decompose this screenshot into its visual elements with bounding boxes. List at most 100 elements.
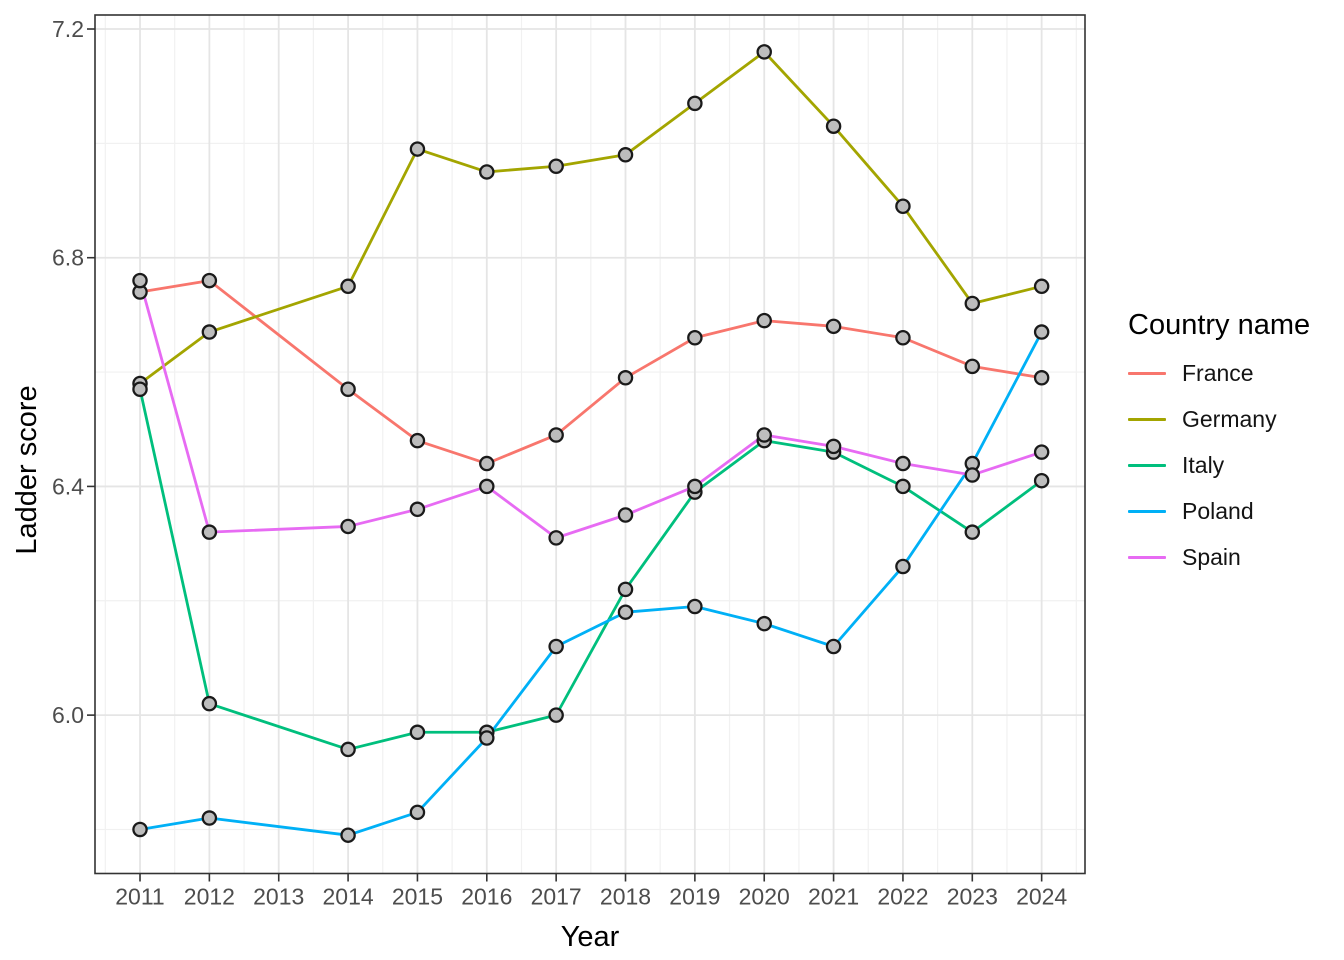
y-axis-title: Ladder score: [11, 385, 43, 555]
svg-text:2023: 2023: [947, 884, 998, 910]
svg-text:2012: 2012: [184, 884, 235, 910]
point-france-2024: [1033, 370, 1050, 386]
legend-key-line-spain: [1128, 555, 1166, 559]
legend-key-line-italy: [1128, 463, 1166, 467]
point-poland-2015: [409, 804, 426, 821]
x-axis-title: Year: [560, 921, 620, 953]
svg-text:2019: 2019: [669, 884, 720, 910]
point-germany-2019: [687, 95, 703, 112]
svg-text:2020: 2020: [739, 884, 790, 910]
point-poland-2017: [548, 638, 564, 655]
series-points-france: [132, 272, 1050, 472]
svg-text:6.8: 6.8: [52, 245, 84, 271]
point-italy-2024: [1033, 472, 1050, 489]
legend-entry-poland: Poland: [1128, 488, 1338, 534]
point-poland-2014: [340, 827, 356, 843]
point-spain-2015: [409, 501, 426, 518]
grid-major: [95, 15, 1085, 874]
point-italy-2022: [895, 478, 911, 495]
point-france-2018: [617, 370, 634, 386]
point-poland-2021: [825, 638, 842, 655]
point-italy-2023: [964, 524, 981, 540]
svg-text:2015: 2015: [392, 884, 443, 910]
legend: Country name France Germany Italy Poland Spa…: [1128, 310, 1338, 580]
grid-minor: [95, 15, 1085, 874]
point-france-2015: [409, 432, 426, 449]
point-spain-2022: [895, 455, 911, 472]
svg-text:2022: 2022: [877, 884, 928, 910]
point-spain-2011: [132, 272, 148, 289]
series-points-poland: [132, 324, 1050, 843]
point-germany-2024: [1033, 278, 1050, 295]
legend-key-line-poland: [1128, 509, 1166, 513]
svg-text:2016: 2016: [461, 884, 512, 910]
point-france-2017: [548, 427, 564, 443]
point-poland-2016: [479, 730, 495, 746]
point-spain-2017: [548, 530, 564, 546]
legend-label: Poland: [1182, 497, 1254, 524]
point-germany-2012: [201, 324, 218, 340]
point-france-2014: [340, 381, 356, 397]
point-poland-2024: [1033, 324, 1050, 340]
point-poland-2011: [132, 821, 148, 838]
point-poland-2020: [756, 615, 772, 632]
axis-ticks: [87, 28, 1043, 882]
point-france-2021: [825, 318, 842, 335]
svg-text:2011: 2011: [115, 884, 164, 910]
legend-entry-germany: Germany: [1128, 396, 1338, 442]
svg-text:2018: 2018: [600, 884, 651, 910]
svg-text:2013: 2013: [253, 884, 304, 910]
point-germany-2020: [756, 44, 772, 60]
plot-panel: [95, 15, 1085, 874]
legend-title: Country name: [1128, 309, 1311, 341]
point-france-2019: [687, 330, 703, 346]
point-germany-2021: [825, 118, 842, 134]
point-germany-2015: [409, 141, 426, 157]
point-germany-2023: [964, 295, 981, 312]
y-tick-labels: 6.0 6.4 6.8 7.2: [52, 16, 84, 728]
point-germany-2016: [479, 164, 495, 180]
point-france-2023: [964, 358, 981, 375]
point-poland-2018: [617, 604, 634, 620]
point-italy-2017: [548, 707, 564, 723]
legend-label: Italy: [1182, 451, 1225, 478]
point-germany-2014: [340, 278, 356, 295]
svg-text:2021: 2021: [808, 884, 859, 910]
legend-label: Germany: [1182, 405, 1277, 432]
legend-label: Spain: [1182, 543, 1241, 570]
point-italy-2014: [340, 741, 356, 758]
svg-text:2017: 2017: [531, 884, 582, 910]
point-spain-2016: [479, 478, 495, 495]
point-france-2012: [201, 272, 218, 289]
svg-text:6.4: 6.4: [52, 473, 84, 499]
point-spain-2023: [964, 467, 981, 483]
point-germany-2018: [617, 147, 634, 163]
legend-key-line-germany: [1128, 417, 1166, 421]
point-spain-2018: [617, 507, 634, 523]
point-spain-2021: [825, 438, 842, 455]
point-spain-2012: [201, 524, 218, 540]
legend-entries: France Germany Italy Poland Spain: [1128, 350, 1338, 580]
point-spain-2014: [340, 518, 356, 535]
point-spain-2020: [756, 427, 772, 443]
point-italy-2015: [409, 724, 426, 741]
legend-key-line-france: [1128, 371, 1166, 375]
svg-text:6.0: 6.0: [52, 702, 84, 728]
x-tick-labels: 2011 2012 2013 2014 2015 2016 2017 2018 2019 2020…: [115, 884, 1067, 910]
point-spain-2024: [1033, 444, 1050, 460]
legend-entry-france: France: [1128, 350, 1338, 396]
point-poland-2019: [687, 598, 703, 615]
point-spain-2019: [687, 478, 703, 495]
point-germany-2017: [548, 158, 564, 174]
point-france-2016: [479, 455, 495, 472]
point-poland-2012: [201, 810, 218, 826]
svg-text:2024: 2024: [1016, 884, 1067, 910]
panel-border: [94, 14, 1086, 875]
legend-entry-spain: Spain: [1128, 534, 1338, 580]
legend-label: France: [1182, 359, 1254, 386]
point-italy-2011: [132, 381, 148, 397]
svg-text:2014: 2014: [322, 884, 373, 910]
point-france-2020: [756, 312, 772, 329]
